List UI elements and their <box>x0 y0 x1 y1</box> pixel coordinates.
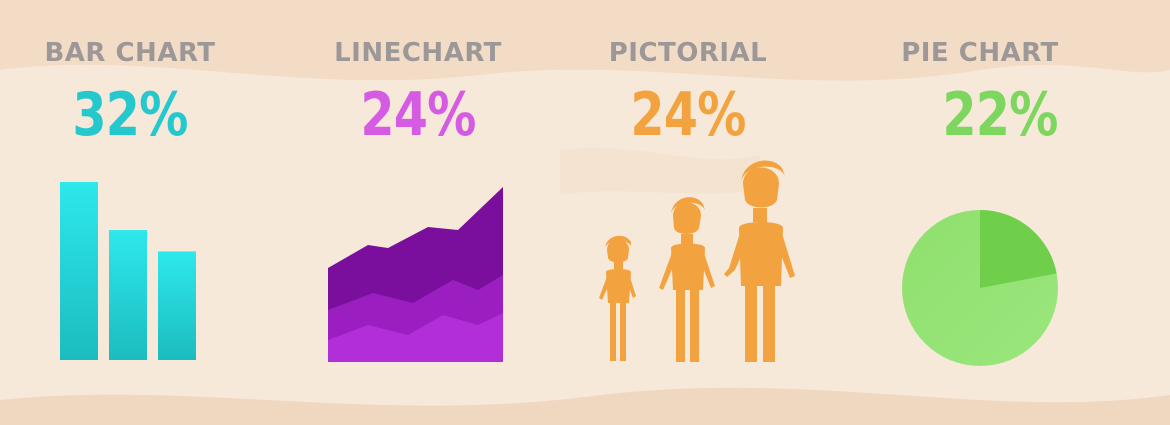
panel-percent: 32% <box>72 80 188 150</box>
panel-percent: 22% <box>942 80 1058 150</box>
panel-line-chart: LINECHART 24% <box>318 0 518 425</box>
bar-chart-icon <box>60 182 196 360</box>
bar-icon-bar <box>109 230 147 360</box>
panel-pie-chart: PIE CHART 22% <box>880 0 1080 425</box>
bar-icon-bar <box>60 182 98 360</box>
person-large-figure <box>724 160 795 362</box>
person-small-figure <box>599 235 636 361</box>
panel-percent: 24% <box>630 80 746 150</box>
panel-title: LINECHART <box>334 38 502 68</box>
panel-percent: 24% <box>360 80 476 150</box>
bar-icon-bar <box>158 251 196 360</box>
panel-title: PICTORIAL <box>608 38 768 68</box>
people-icon <box>599 160 795 362</box>
panel-pictorial: PICTORIAL 24% <box>588 0 795 425</box>
pie-chart-icon <box>902 210 1058 366</box>
person-medium-figure <box>659 197 715 362</box>
area-chart-icon <box>328 187 503 362</box>
panel-title: PIE CHART <box>901 38 1059 68</box>
pie-highlight-slice <box>980 210 1057 288</box>
panel-title: BAR CHART <box>44 38 216 68</box>
panel-bar-chart: BAR CHART 32% <box>30 0 230 425</box>
area-layer-bottom <box>328 313 503 362</box>
